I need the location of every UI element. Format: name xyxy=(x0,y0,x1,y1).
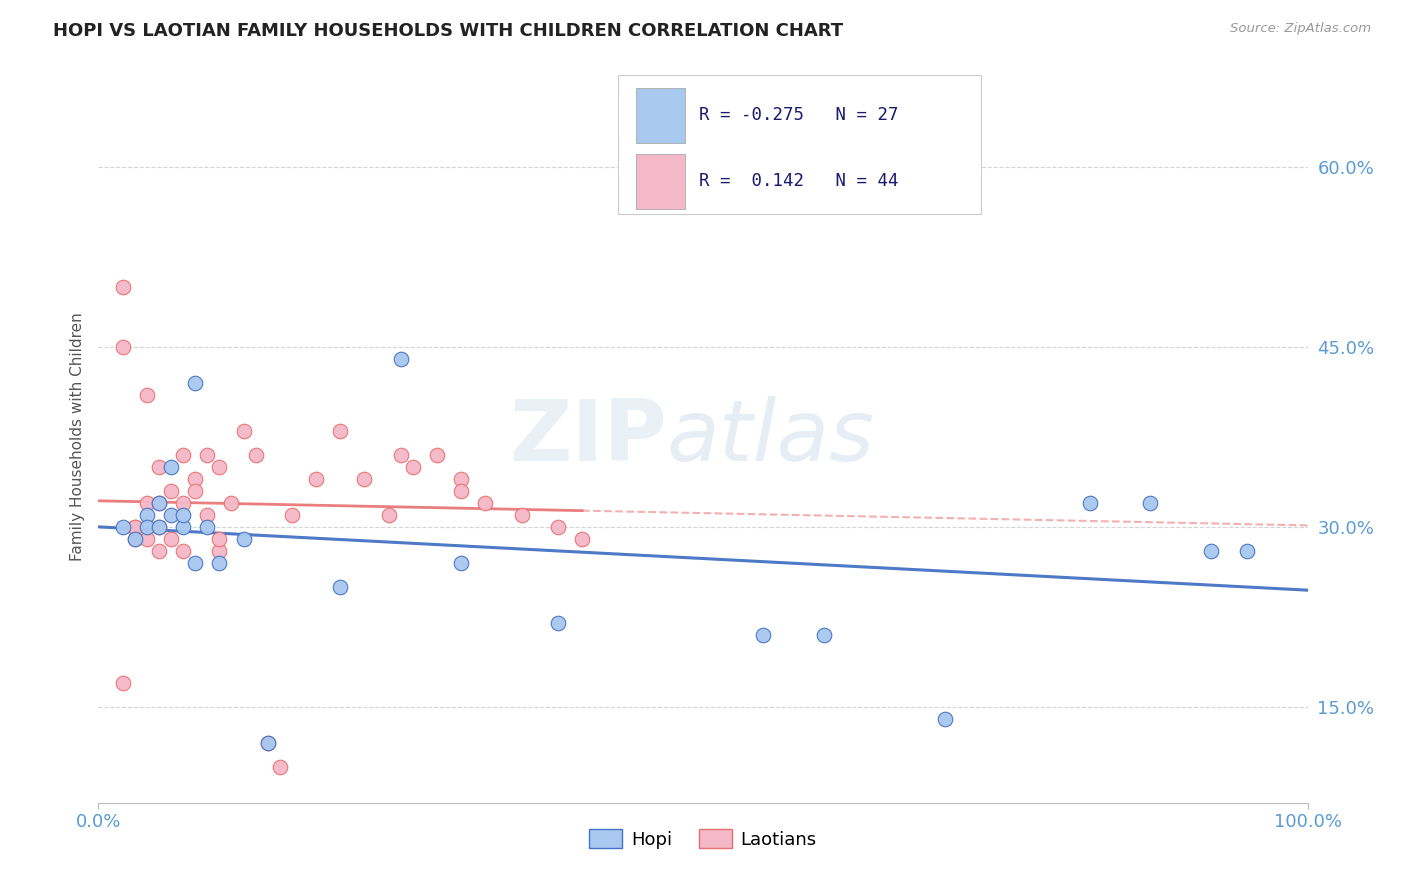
Point xyxy=(148,496,170,510)
Point xyxy=(1078,496,1101,510)
Point xyxy=(208,544,231,558)
Point xyxy=(111,676,134,690)
Point xyxy=(111,280,134,294)
Point xyxy=(510,508,533,522)
Point xyxy=(329,424,352,438)
Point xyxy=(172,508,194,522)
Legend: Hopi, Laotians: Hopi, Laotians xyxy=(582,822,824,856)
Point xyxy=(450,472,472,486)
Point xyxy=(172,544,194,558)
Point xyxy=(124,532,146,546)
Point xyxy=(148,544,170,558)
Y-axis label: Family Households with Children: Family Households with Children xyxy=(69,313,84,561)
Point xyxy=(135,496,157,510)
Point xyxy=(208,532,231,546)
Point xyxy=(450,483,472,498)
Point xyxy=(195,520,218,534)
Point xyxy=(135,532,157,546)
Point xyxy=(184,483,207,498)
Point xyxy=(450,556,472,570)
Point xyxy=(160,508,183,522)
Point xyxy=(184,472,207,486)
Point xyxy=(111,520,134,534)
Point xyxy=(426,448,449,462)
Point xyxy=(547,615,569,630)
Point xyxy=(1199,544,1222,558)
Point xyxy=(256,736,278,750)
Point xyxy=(111,340,134,354)
Point xyxy=(148,520,170,534)
Text: R = -0.275   N = 27: R = -0.275 N = 27 xyxy=(699,106,898,124)
Point xyxy=(148,520,170,534)
Text: ZIP: ZIP xyxy=(509,395,666,479)
Point xyxy=(221,496,243,510)
Point xyxy=(245,448,267,462)
FancyBboxPatch shape xyxy=(637,87,685,143)
Point xyxy=(148,496,170,510)
Point xyxy=(402,460,425,475)
Point xyxy=(1236,544,1258,558)
Point xyxy=(184,376,207,391)
Point xyxy=(474,496,496,510)
Point xyxy=(269,760,291,774)
Text: atlas: atlas xyxy=(666,395,875,479)
Point xyxy=(184,556,207,570)
Point xyxy=(160,483,183,498)
Point xyxy=(232,532,254,546)
Point xyxy=(389,352,412,367)
Point xyxy=(124,520,146,534)
Text: R =  0.142   N = 44: R = 0.142 N = 44 xyxy=(699,172,898,190)
Point xyxy=(135,388,157,402)
Point xyxy=(148,460,170,475)
Point xyxy=(124,532,146,546)
FancyBboxPatch shape xyxy=(619,75,981,214)
Point xyxy=(135,508,157,522)
Point xyxy=(377,508,399,522)
Point xyxy=(195,508,218,522)
Point xyxy=(571,532,593,546)
Point xyxy=(208,556,231,570)
Point xyxy=(172,520,194,534)
Text: HOPI VS LAOTIAN FAMILY HOUSEHOLDS WITH CHILDREN CORRELATION CHART: HOPI VS LAOTIAN FAMILY HOUSEHOLDS WITH C… xyxy=(53,22,844,40)
Point xyxy=(160,532,183,546)
Point xyxy=(752,628,775,642)
Point xyxy=(124,520,146,534)
Point xyxy=(305,472,328,486)
Point xyxy=(934,712,956,726)
Point xyxy=(1139,496,1161,510)
Point xyxy=(232,424,254,438)
Point xyxy=(329,580,352,594)
Point xyxy=(353,472,375,486)
Point xyxy=(195,448,218,462)
Point xyxy=(172,448,194,462)
FancyBboxPatch shape xyxy=(637,153,685,209)
Point xyxy=(172,496,194,510)
Point xyxy=(547,520,569,534)
Point xyxy=(256,736,278,750)
Text: Source: ZipAtlas.com: Source: ZipAtlas.com xyxy=(1230,22,1371,36)
Point xyxy=(389,448,412,462)
Point xyxy=(281,508,304,522)
Point xyxy=(135,520,157,534)
Point xyxy=(813,628,835,642)
Point xyxy=(208,460,231,475)
Point xyxy=(160,460,183,475)
